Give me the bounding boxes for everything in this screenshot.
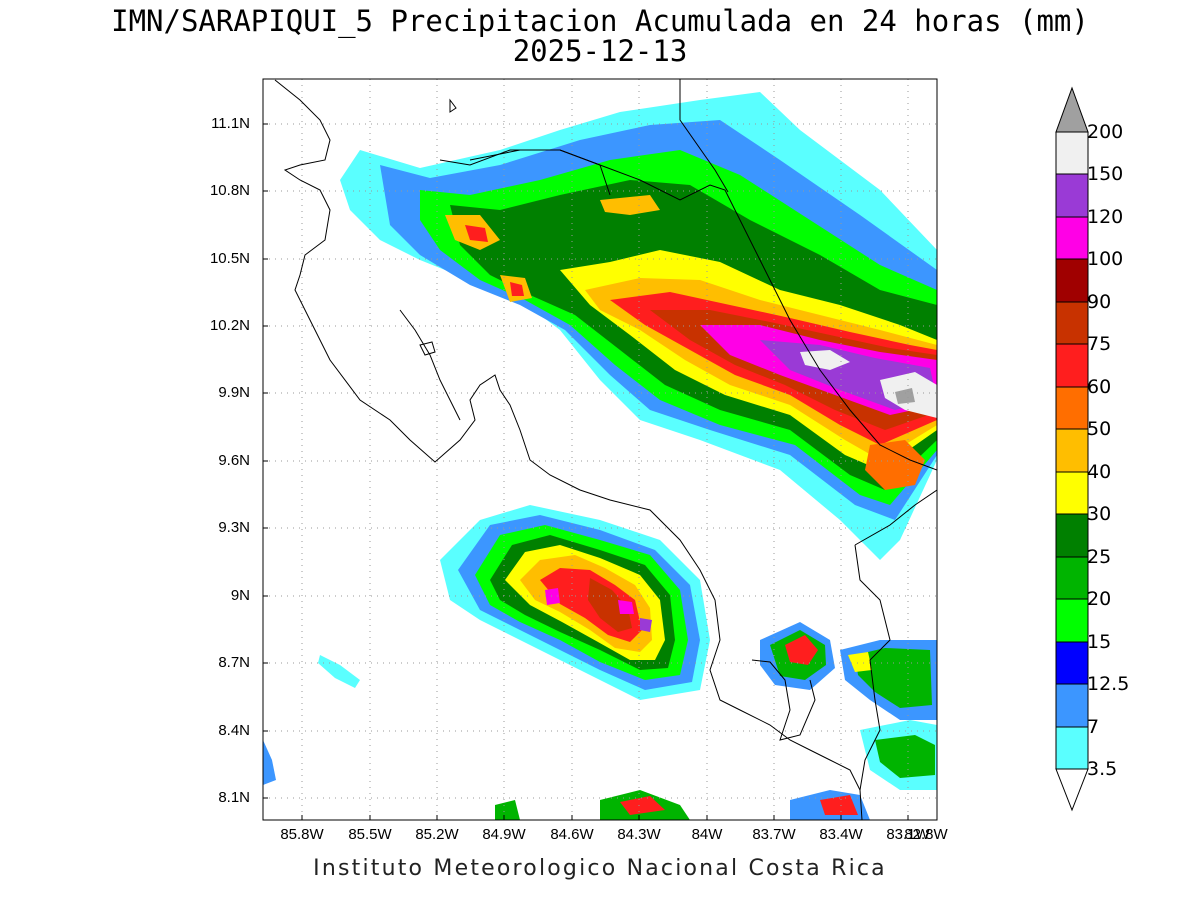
lon-label: 85.2W xyxy=(415,826,459,843)
colorbar-label: 200 xyxy=(1087,121,1124,143)
colorbar-label: 25 xyxy=(1087,546,1112,568)
lat-label: 10.8N xyxy=(209,182,250,199)
map-date: 2025-12-13 xyxy=(512,34,688,68)
rain-speck-west xyxy=(318,655,360,688)
colorbar-label: 75 xyxy=(1087,333,1112,355)
rain-blob-east-inner xyxy=(855,648,932,708)
colorbar-label: 150 xyxy=(1087,163,1124,185)
rain-core-max xyxy=(895,388,915,404)
lon-label: 83.4W xyxy=(819,826,863,843)
rain-streak-north-red xyxy=(465,225,524,296)
rain-blob-left-edge xyxy=(263,740,276,785)
colorbar-label: 60 xyxy=(1087,376,1112,398)
lat-label: 10.2N xyxy=(209,317,250,334)
lat-label: 9.6N xyxy=(218,452,250,469)
colorbar-label: 50 xyxy=(1087,418,1112,440)
rain-blob-osa-core xyxy=(785,635,818,665)
colorbar-label: 12.5 xyxy=(1087,673,1130,695)
colorbar-label: 120 xyxy=(1087,206,1124,228)
colorbar-label: 3.5 xyxy=(1087,758,1118,780)
colorbar-bottom-arrow xyxy=(1055,768,1089,812)
rain-blob-se xyxy=(865,440,925,490)
rain-blob-south-150 xyxy=(640,618,652,632)
osa-peninsula xyxy=(751,659,816,741)
lat-label: 8.7N xyxy=(218,654,250,671)
rain-blob-south-90 xyxy=(588,578,632,632)
lat-label: 8.4N xyxy=(218,722,250,739)
lat-label: 9.3N xyxy=(218,519,250,536)
lon-label: 84W xyxy=(691,826,723,843)
lat-label: 8.1N xyxy=(218,789,250,806)
lon-label: 84.9W xyxy=(482,826,526,843)
lon-label: 85.5W xyxy=(348,826,392,843)
colorbar-label: 15 xyxy=(1087,631,1112,653)
plot-frame xyxy=(262,78,938,821)
map-title: IMN/SARAPIQUI_5 Precipitacion Acumulada … xyxy=(111,4,1089,38)
border-panama xyxy=(854,544,891,791)
lon-label: 83.1W xyxy=(886,826,930,843)
precipitation-field xyxy=(263,92,937,820)
lat-label: 9.9N xyxy=(218,384,250,401)
credit-text: Instituto Meteorologico Nacional Costa R… xyxy=(313,856,887,881)
coastline xyxy=(274,79,937,820)
lon-label: 83.7W xyxy=(752,826,796,843)
border-nicaragua xyxy=(439,149,611,196)
axis-ticks xyxy=(263,123,909,820)
lon-label: 84.6W xyxy=(550,826,594,843)
rain-blob-southeast-inner xyxy=(875,735,935,778)
colorbar-label: 100 xyxy=(1087,248,1124,270)
lat-label: 10.5N xyxy=(209,250,250,267)
rain-blob-east-core xyxy=(848,652,872,672)
rain-blob-bottom-inner xyxy=(820,795,858,815)
lon-label: 82.8W xyxy=(904,826,948,843)
map-grid xyxy=(263,79,937,820)
rain-blob-south-120 xyxy=(545,588,634,614)
rain-blob-bottom-3 xyxy=(495,800,520,820)
colorbar-label: 90 xyxy=(1087,291,1112,313)
colorbar-label: 40 xyxy=(1087,461,1112,483)
lon-label: 85.8W xyxy=(280,826,324,843)
lat-label: 11.1N xyxy=(211,115,250,132)
rain-blob-bottom-2-core xyxy=(620,796,665,815)
lat-label: 9N xyxy=(230,587,250,604)
colorbar-label: 7 xyxy=(1087,716,1100,738)
lon-label: 84.3W xyxy=(617,826,661,843)
colorbar-label: 20 xyxy=(1087,588,1112,610)
colorbar-label: 30 xyxy=(1087,503,1112,525)
colorbar-top-arrow xyxy=(1055,86,1089,133)
colorbar xyxy=(1055,86,1089,812)
